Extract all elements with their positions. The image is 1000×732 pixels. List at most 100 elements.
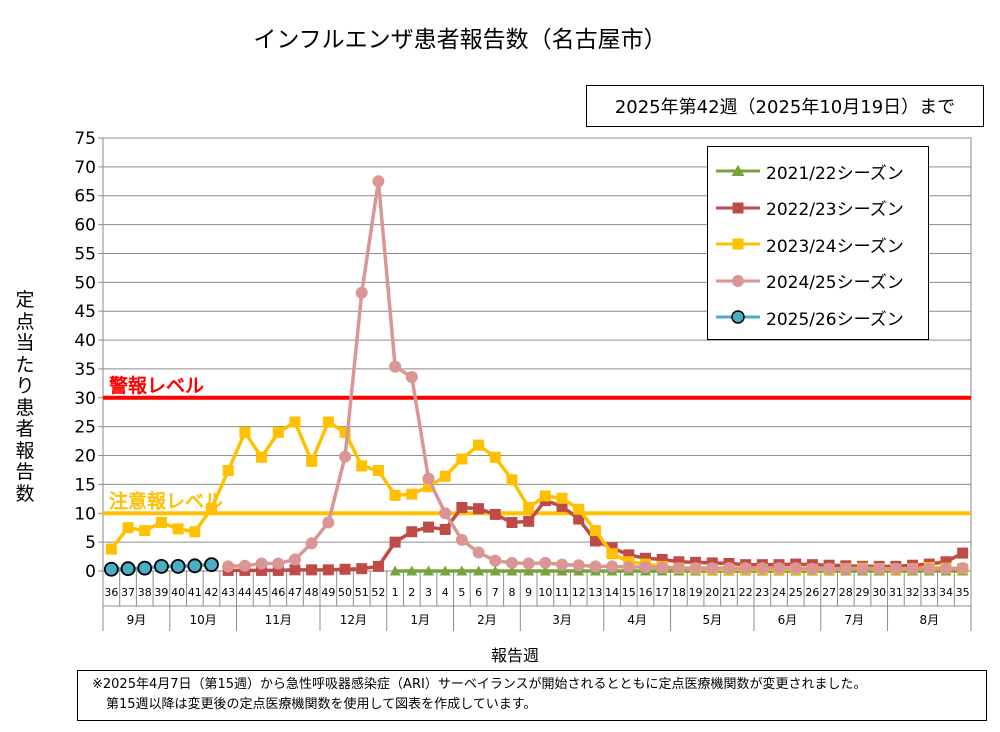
data-point: [539, 490, 551, 502]
data-point: [456, 501, 468, 513]
x-tick-label: 51: [355, 586, 369, 599]
y-tick-label: 0: [85, 562, 96, 582]
legend-swatch-2023-24: [716, 238, 760, 250]
month-label: 8月: [919, 613, 939, 627]
data-point: [672, 562, 685, 575]
x-tick-label: 27: [822, 586, 836, 599]
y-tick-label: 70: [74, 158, 96, 178]
x-tick-label: 39: [154, 586, 168, 599]
data-point: [356, 563, 368, 575]
x-tick-label: 38: [138, 586, 152, 599]
data-point: [256, 451, 268, 463]
data-point: [522, 557, 535, 570]
data-point: [322, 564, 334, 576]
data-point: [305, 537, 318, 550]
x-tick-label: 10: [538, 586, 552, 599]
data-point: [556, 500, 568, 512]
data-point: [255, 557, 268, 570]
x-tick-label: 45: [255, 586, 269, 599]
y-tick-label: 50: [74, 273, 96, 293]
footnote-box: ※2025年4月7日（第15週）から急性呼吸器感染症（ARI）サーベイランスが開…: [77, 670, 987, 721]
x-tick-label: 13: [588, 586, 602, 599]
data-point: [589, 525, 601, 537]
data-point: [406, 488, 418, 500]
data-point: [272, 564, 284, 576]
month-label: 5月: [702, 613, 722, 627]
y-tick-label: 35: [74, 360, 96, 380]
data-point: [756, 562, 769, 575]
data-point: [289, 564, 301, 576]
x-tick-label: 42: [205, 586, 219, 599]
data-point: [923, 562, 936, 575]
x-tick-label: 8: [508, 586, 515, 599]
data-point: [956, 562, 969, 575]
x-tick-label: 52: [371, 586, 385, 599]
x-tick-label: 25: [789, 586, 803, 599]
x-tick-label: 37: [121, 586, 135, 599]
x-tick-label: 23: [755, 586, 769, 599]
as-of-date-box: 2025年第42週（2025年10月19日）まで: [586, 85, 984, 127]
data-point: [289, 416, 301, 428]
data-point: [189, 526, 201, 538]
data-point: [606, 542, 618, 554]
data-point: [439, 470, 451, 482]
data-point: [423, 565, 434, 576]
data-point: [423, 521, 434, 533]
y-tick-label: 15: [74, 475, 96, 495]
x-tick-label: 17: [655, 586, 669, 599]
x-tick-label: 4: [442, 586, 449, 599]
data-point: [222, 465, 234, 477]
data-point: [606, 560, 619, 573]
x-tick-label: 22: [739, 586, 753, 599]
x-tick-label: 3: [425, 586, 432, 599]
data-point: [422, 472, 435, 485]
data-point: [789, 562, 802, 575]
data-point: [589, 535, 601, 547]
data-point: [489, 565, 501, 576]
y-tick-label: 40: [74, 331, 96, 351]
legend-item-2024-25: 2024/25シーズン: [708, 263, 928, 300]
data-point: [170, 558, 186, 574]
data-point: [489, 451, 501, 463]
data-point: [339, 426, 351, 438]
data-point: [455, 533, 468, 546]
footnote-line-2: 第15週以降は変更後の定点医療機関数を使用して図表を作成しています。: [106, 697, 537, 712]
data-point: [539, 556, 552, 569]
data-point: [405, 371, 418, 384]
data-point: [722, 562, 735, 575]
data-point: [389, 360, 402, 373]
x-tick-label: 33: [922, 586, 936, 599]
data-point: [306, 455, 318, 467]
x-tick-label: 24: [772, 586, 786, 599]
data-point: [456, 565, 468, 576]
x-tick-label: 11: [555, 586, 569, 599]
x-tick-label: 14: [605, 586, 619, 599]
data-point: [739, 562, 752, 575]
data-point: [473, 565, 485, 576]
data-point: [656, 561, 669, 574]
data-point: [556, 558, 569, 571]
y-tick-label: 45: [74, 302, 96, 322]
month-label: 6月: [778, 613, 798, 627]
data-point: [339, 450, 352, 463]
legend-label-2024-25: 2024/25シーズン: [766, 273, 904, 294]
data-point: [939, 562, 952, 575]
data-point: [322, 516, 335, 529]
x-tick-label: 36: [104, 586, 118, 599]
data-point: [139, 525, 151, 537]
x-tick-label: 2: [408, 586, 415, 599]
x-tick-label: 5: [458, 586, 465, 599]
x-tick-label: 43: [221, 586, 235, 599]
x-tick-label: 47: [288, 586, 302, 599]
legend-label-2025-26: 2025/26シーズン: [766, 309, 904, 330]
x-tick-label: 44: [238, 586, 252, 599]
data-point: [306, 564, 318, 576]
x-tick-label: 9: [525, 586, 532, 599]
data-point: [389, 489, 401, 501]
data-point: [155, 517, 167, 529]
data-point: [339, 563, 351, 575]
x-tick-label: 21: [722, 586, 736, 599]
month-label: 1月: [410, 613, 430, 627]
month-label: 7月: [844, 613, 864, 627]
x-tick-label: 19: [689, 586, 703, 599]
